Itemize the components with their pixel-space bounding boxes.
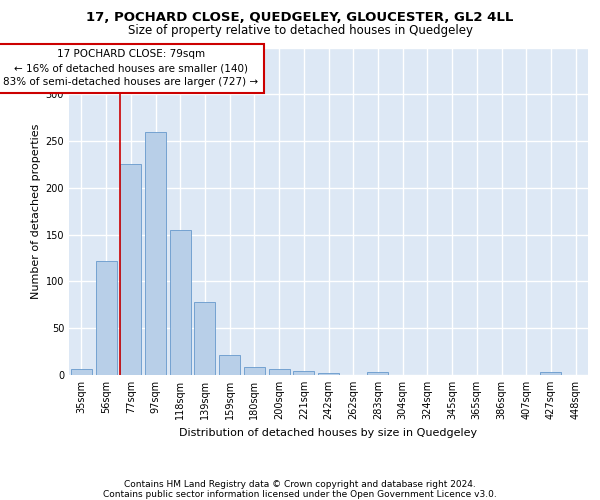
- Bar: [541, 372, 562, 375]
- Text: 17, POCHARD CLOSE, QUEDGELEY, GLOUCESTER, GL2 4LL: 17, POCHARD CLOSE, QUEDGELEY, GLOUCESTER…: [86, 11, 514, 24]
- Bar: [170, 230, 191, 375]
- Bar: [367, 372, 388, 375]
- Y-axis label: Number of detached properties: Number of detached properties: [31, 124, 41, 299]
- Bar: [145, 132, 166, 375]
- X-axis label: Distribution of detached houses by size in Quedgeley: Distribution of detached houses by size …: [179, 428, 478, 438]
- Bar: [293, 372, 314, 375]
- Bar: [318, 373, 339, 375]
- Text: Size of property relative to detached houses in Quedgeley: Size of property relative to detached ho…: [128, 24, 473, 37]
- Text: Contains HM Land Registry data © Crown copyright and database right 2024.
Contai: Contains HM Land Registry data © Crown c…: [103, 480, 497, 499]
- Bar: [244, 366, 265, 375]
- Bar: [219, 356, 240, 375]
- Bar: [120, 164, 141, 375]
- Bar: [269, 370, 290, 375]
- Bar: [71, 370, 92, 375]
- Bar: [95, 261, 116, 375]
- Text: 17 POCHARD CLOSE: 79sqm
← 16% of detached houses are smaller (140)
83% of semi-d: 17 POCHARD CLOSE: 79sqm ← 16% of detache…: [3, 50, 259, 88]
- Bar: [194, 302, 215, 375]
